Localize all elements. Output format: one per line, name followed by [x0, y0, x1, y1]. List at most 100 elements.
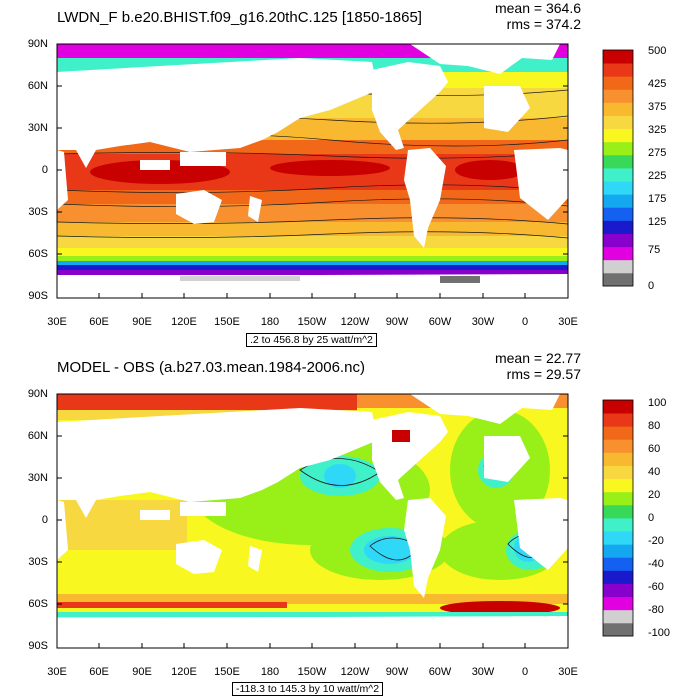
colorbar-swatch: [603, 531, 633, 545]
lat-label: 30S: [28, 206, 48, 218]
land-mask: [57, 394, 568, 648]
lon-label: 180: [260, 316, 280, 328]
lat-label: 0: [41, 164, 48, 176]
lon-label: 90E: [132, 666, 152, 678]
colorbar-label: 125: [648, 216, 667, 228]
lon-label: 90E: [132, 316, 152, 328]
colorbar: [602, 49, 634, 287]
tick-marks: [57, 435, 568, 648]
lon-label: 60E: [89, 316, 109, 328]
colorbar-swatch: [603, 259, 633, 274]
pacific-north-core: [324, 464, 356, 488]
mean-value: mean = 22.77: [494, 350, 581, 366]
band-antarctic-1: [57, 261, 568, 265]
lon-label: 150E: [214, 316, 240, 328]
southern-orange: [57, 594, 568, 604]
colorbar-swatch: [603, 128, 633, 143]
lon-label: 30E: [558, 316, 578, 328]
colorbar-swatch: [603, 50, 633, 64]
mean-value: mean = 364.6: [494, 0, 581, 16]
colorbar-swatch: [603, 168, 633, 182]
colorbar-label: 75: [648, 244, 661, 256]
lat-label: 90N: [27, 388, 48, 400]
colorbar-swatch: [603, 622, 633, 637]
colorbar-label: 175: [648, 193, 667, 205]
colorbar-label: 425: [648, 78, 667, 90]
colorbar-label: 375: [648, 101, 667, 113]
west-pacific-warm: [57, 500, 187, 550]
band-southern-ocean: [57, 248, 568, 256]
band-antarctic-3: [57, 270, 568, 275]
colorbar-label: -40: [648, 558, 664, 570]
lon-label: 60E: [89, 666, 109, 678]
map-plot: [56, 43, 634, 299]
antarctic-cyan: [57, 612, 568, 617]
lon-label: 30W: [471, 316, 495, 328]
band-south-mid: [57, 222, 568, 236]
colorbar-swatch: [603, 181, 633, 195]
colorbar-label: 40: [648, 466, 661, 478]
colorbar-swatch: [603, 518, 633, 532]
contour-info: -118.3 to 145.3 by 10 watt/m^2: [232, 682, 384, 696]
warm-pool-east: [270, 160, 390, 176]
lat-label: 60N: [27, 430, 48, 442]
colorbar-swatch: [603, 154, 633, 169]
field-layer: [57, 394, 568, 648]
colorbar-swatch: [603, 115, 633, 130]
colorbar-swatch: [603, 207, 633, 221]
colorbar-swatch: [603, 194, 633, 208]
band-acc: [57, 256, 568, 261]
colorbar-swatch: [603, 439, 633, 453]
colorbar-label: -60: [648, 581, 664, 593]
colorbar-label: -20: [648, 535, 664, 547]
lat-label: 60S: [28, 598, 48, 610]
colorbar-label: -100: [648, 627, 671, 639]
panel-title: MODEL - OBS (a.b27.03.mean.1984-2006.nc): [57, 359, 365, 376]
lat-label: 30S: [28, 556, 48, 568]
lon-label: 30E: [47, 666, 67, 678]
north-red-spot: [392, 430, 410, 442]
map-panel-model-minus-obs: MODEL - OBS (a.b27.03.mean.1984-2006.nc)…: [0, 350, 700, 700]
colorbar-swatch: [603, 570, 633, 584]
lon-label: 30E: [47, 316, 67, 328]
lon-label: 150W: [297, 316, 327, 328]
pacific-south-core: [364, 536, 416, 564]
lon-label: 90W: [385, 316, 409, 328]
colorbar-swatch: [603, 609, 633, 624]
colorbar-label: 60: [648, 443, 661, 455]
lat-label: 90N: [27, 38, 48, 50]
lon-label: 120W: [340, 316, 370, 328]
lat-label: 0: [41, 514, 48, 526]
colorbar-swatch: [603, 233, 633, 248]
colorbar-swatch: [603, 220, 633, 234]
colorbar-swatch: [603, 504, 633, 519]
colorbar-swatch: [603, 272, 633, 287]
colorbar-swatch: [603, 400, 633, 414]
colorbar-swatch: [603, 246, 633, 261]
colorbar-swatch: [603, 413, 633, 427]
colorbar-label: 20: [648, 489, 661, 501]
colorbar-label: 100: [648, 397, 667, 409]
colorbar-label: 325: [648, 124, 667, 136]
ice-shelf: [180, 276, 480, 283]
colorbar-label: 500: [648, 45, 667, 57]
colorbar-swatch: [603, 557, 633, 571]
southern-hot-spot: [440, 601, 560, 615]
lon-label: 150W: [297, 666, 327, 678]
colorbar-swatch: [603, 141, 633, 156]
colorbar-swatch: [603, 465, 633, 480]
colorbar-swatch: [603, 491, 633, 506]
lon-label: 60W: [428, 316, 452, 328]
field-layer: [57, 44, 568, 298]
colorbar-swatch: [603, 89, 633, 103]
lat-label: 90S: [28, 640, 48, 652]
rms-value: rms = 374.2: [506, 16, 581, 32]
lon-label: 180: [260, 666, 280, 678]
lat-label: 30N: [27, 472, 48, 484]
rms-value: rms = 29.57: [506, 366, 581, 382]
lon-label: 150E: [214, 666, 240, 678]
lon-label: 30E: [558, 666, 578, 678]
colorbar-frame: [602, 49, 634, 287]
lat-label: 90S: [28, 290, 48, 302]
lon-label: 120E: [171, 316, 197, 328]
